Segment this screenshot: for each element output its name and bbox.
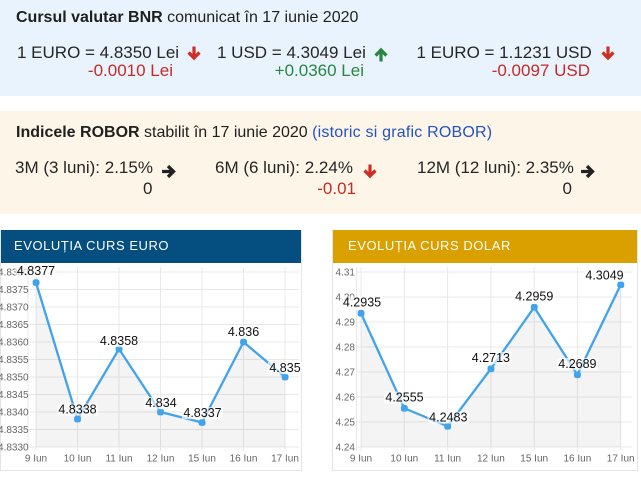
svg-text:4.8330: 4.8330 bbox=[0, 443, 29, 454]
svg-text:4.8350: 4.8350 bbox=[0, 373, 29, 384]
svg-text:4.8345: 4.8345 bbox=[0, 390, 29, 401]
svg-text:4.8370: 4.8370 bbox=[0, 303, 29, 314]
svg-text:4.3049: 4.3049 bbox=[585, 269, 623, 283]
svg-text:4.28: 4.28 bbox=[336, 343, 356, 354]
svg-text:4.8337: 4.8337 bbox=[183, 406, 221, 420]
svg-text:4.31: 4.31 bbox=[336, 268, 356, 279]
svg-text:11 Iun: 11 Iun bbox=[105, 453, 132, 464]
svg-text:4.8335: 4.8335 bbox=[0, 425, 29, 436]
svg-text:4.835: 4.835 bbox=[269, 361, 300, 375]
svg-text:16 Iun: 16 Iun bbox=[230, 453, 258, 464]
svg-text:4.25: 4.25 bbox=[336, 418, 356, 429]
svg-text:4.8380: 4.8380 bbox=[0, 268, 29, 279]
svg-text:11 Iun: 11 Iun bbox=[434, 453, 461, 464]
svg-text:4.8358: 4.8358 bbox=[100, 334, 138, 348]
svg-text:4.24: 4.24 bbox=[336, 443, 356, 454]
svg-text:9 Iun: 9 Iun bbox=[25, 453, 47, 464]
svg-text:4.8340: 4.8340 bbox=[0, 408, 29, 419]
svg-text:12 Iun: 12 Iun bbox=[147, 453, 175, 464]
svg-text:4.836: 4.836 bbox=[228, 325, 259, 339]
svg-text:4.8377: 4.8377 bbox=[17, 264, 55, 278]
svg-text:17 Iun: 17 Iun bbox=[271, 453, 299, 464]
svg-text:4.8375: 4.8375 bbox=[0, 285, 29, 296]
svg-text:4.8360: 4.8360 bbox=[0, 338, 29, 349]
svg-text:4.2713: 4.2713 bbox=[472, 351, 510, 365]
svg-text:10 Iun: 10 Iun bbox=[390, 453, 418, 464]
svg-text:4.26: 4.26 bbox=[336, 393, 356, 404]
svg-text:4.8355: 4.8355 bbox=[0, 355, 29, 366]
svg-text:4.2935: 4.2935 bbox=[343, 296, 381, 310]
svg-text:4.834: 4.834 bbox=[145, 396, 176, 410]
svg-text:4.2959: 4.2959 bbox=[515, 290, 553, 304]
svg-text:4.2555: 4.2555 bbox=[385, 391, 423, 405]
svg-text:4.2483: 4.2483 bbox=[429, 411, 467, 425]
svg-text:4.29: 4.29 bbox=[336, 318, 356, 329]
svg-text:4.8338: 4.8338 bbox=[58, 403, 96, 417]
svg-text:10 Iun: 10 Iun bbox=[64, 453, 92, 464]
svg-text:4.2689: 4.2689 bbox=[558, 357, 596, 371]
svg-text:17 Iun: 17 Iun bbox=[607, 453, 635, 464]
svg-text:15 Iun: 15 Iun bbox=[188, 453, 216, 464]
svg-text:9 Iun: 9 Iun bbox=[350, 453, 372, 464]
svg-text:12 Iun: 12 Iun bbox=[477, 453, 505, 464]
svg-text:16 Iun: 16 Iun bbox=[563, 453, 591, 464]
svg-text:4.8365: 4.8365 bbox=[0, 320, 29, 331]
svg-text:4.27: 4.27 bbox=[336, 368, 356, 379]
svg-text:15 Iun: 15 Iun bbox=[520, 453, 548, 464]
